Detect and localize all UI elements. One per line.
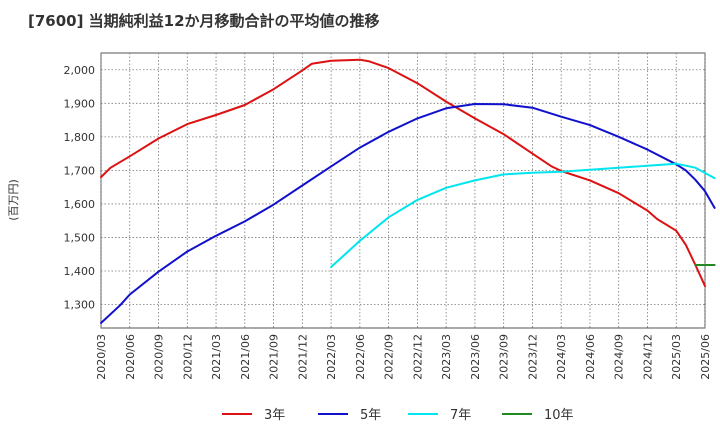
x-tick-label: 2024/06 — [584, 334, 597, 380]
y-tick-label: 1,900 — [64, 97, 96, 110]
series-line-7年 — [330, 162, 716, 268]
x-tick-label: 2022/09 — [383, 334, 396, 380]
x-tick-label: 2024/09 — [613, 334, 626, 380]
y-axis-label: (百万円) — [7, 179, 20, 221]
series-line-5年 — [100, 103, 716, 324]
x-tick-label: 2024/03 — [555, 334, 568, 380]
y-tick-label: 1,500 — [64, 231, 96, 244]
grid — [100, 53, 706, 328]
x-tick-label: 2022/03 — [325, 334, 338, 380]
y-axis-ticks: 1,300 1,400 1,500 1,600 1,700 1,800 1,900 2,000 — [64, 64, 96, 312]
legend-label: 5年 — [360, 408, 381, 423]
legend-label: 3年 — [264, 408, 285, 423]
x-tick-label: 2024/12 — [641, 334, 654, 380]
x-tick-label: 2023/12 — [526, 334, 539, 380]
y-tick-label: 1,300 — [64, 299, 96, 312]
legend-label: 7年 — [450, 408, 471, 423]
y-tick-label: 1,700 — [64, 164, 96, 177]
x-tick-label: 2020/09 — [153, 334, 166, 380]
x-tick-label: 2025/06 — [699, 334, 712, 380]
x-tick-label: 2020/06 — [124, 334, 137, 380]
x-tick-label: 2021/03 — [210, 334, 223, 380]
y-tick-label: 1,600 — [64, 198, 96, 211]
legend-label: 10年 — [544, 408, 574, 423]
x-tick-label: 2020/03 — [95, 334, 108, 380]
x-tick-label: 2020/12 — [181, 334, 194, 380]
chart-title: [7600] 当期純利益12か月移動合計の平均値の推移 — [28, 12, 380, 30]
series-lines — [100, 58, 716, 324]
x-axis-ticks: 2020/03 2020/06 2020/09 2020/12 2021/03 2021/… — [95, 334, 712, 380]
legend: 3年 5年 7年 10年 — [222, 408, 574, 423]
x-tick-label: 2023/09 — [498, 334, 511, 380]
x-tick-label: 2022/12 — [411, 334, 424, 380]
x-tick-label: 2022/06 — [354, 334, 367, 380]
x-tick-label: 2023/03 — [440, 334, 453, 380]
series-line-3年 — [100, 58, 706, 288]
y-tick-label: 2,000 — [64, 64, 96, 77]
x-tick-label: 2021/09 — [268, 334, 281, 380]
y-tick-label: 1,800 — [64, 131, 96, 144]
y-tick-label: 1,400 — [64, 265, 96, 278]
x-tick-label: 2023/06 — [469, 334, 482, 380]
x-tick-label: 2021/12 — [296, 334, 309, 380]
x-tick-label: 2021/06 — [239, 334, 252, 380]
x-tick-label: 2025/03 — [670, 334, 683, 380]
